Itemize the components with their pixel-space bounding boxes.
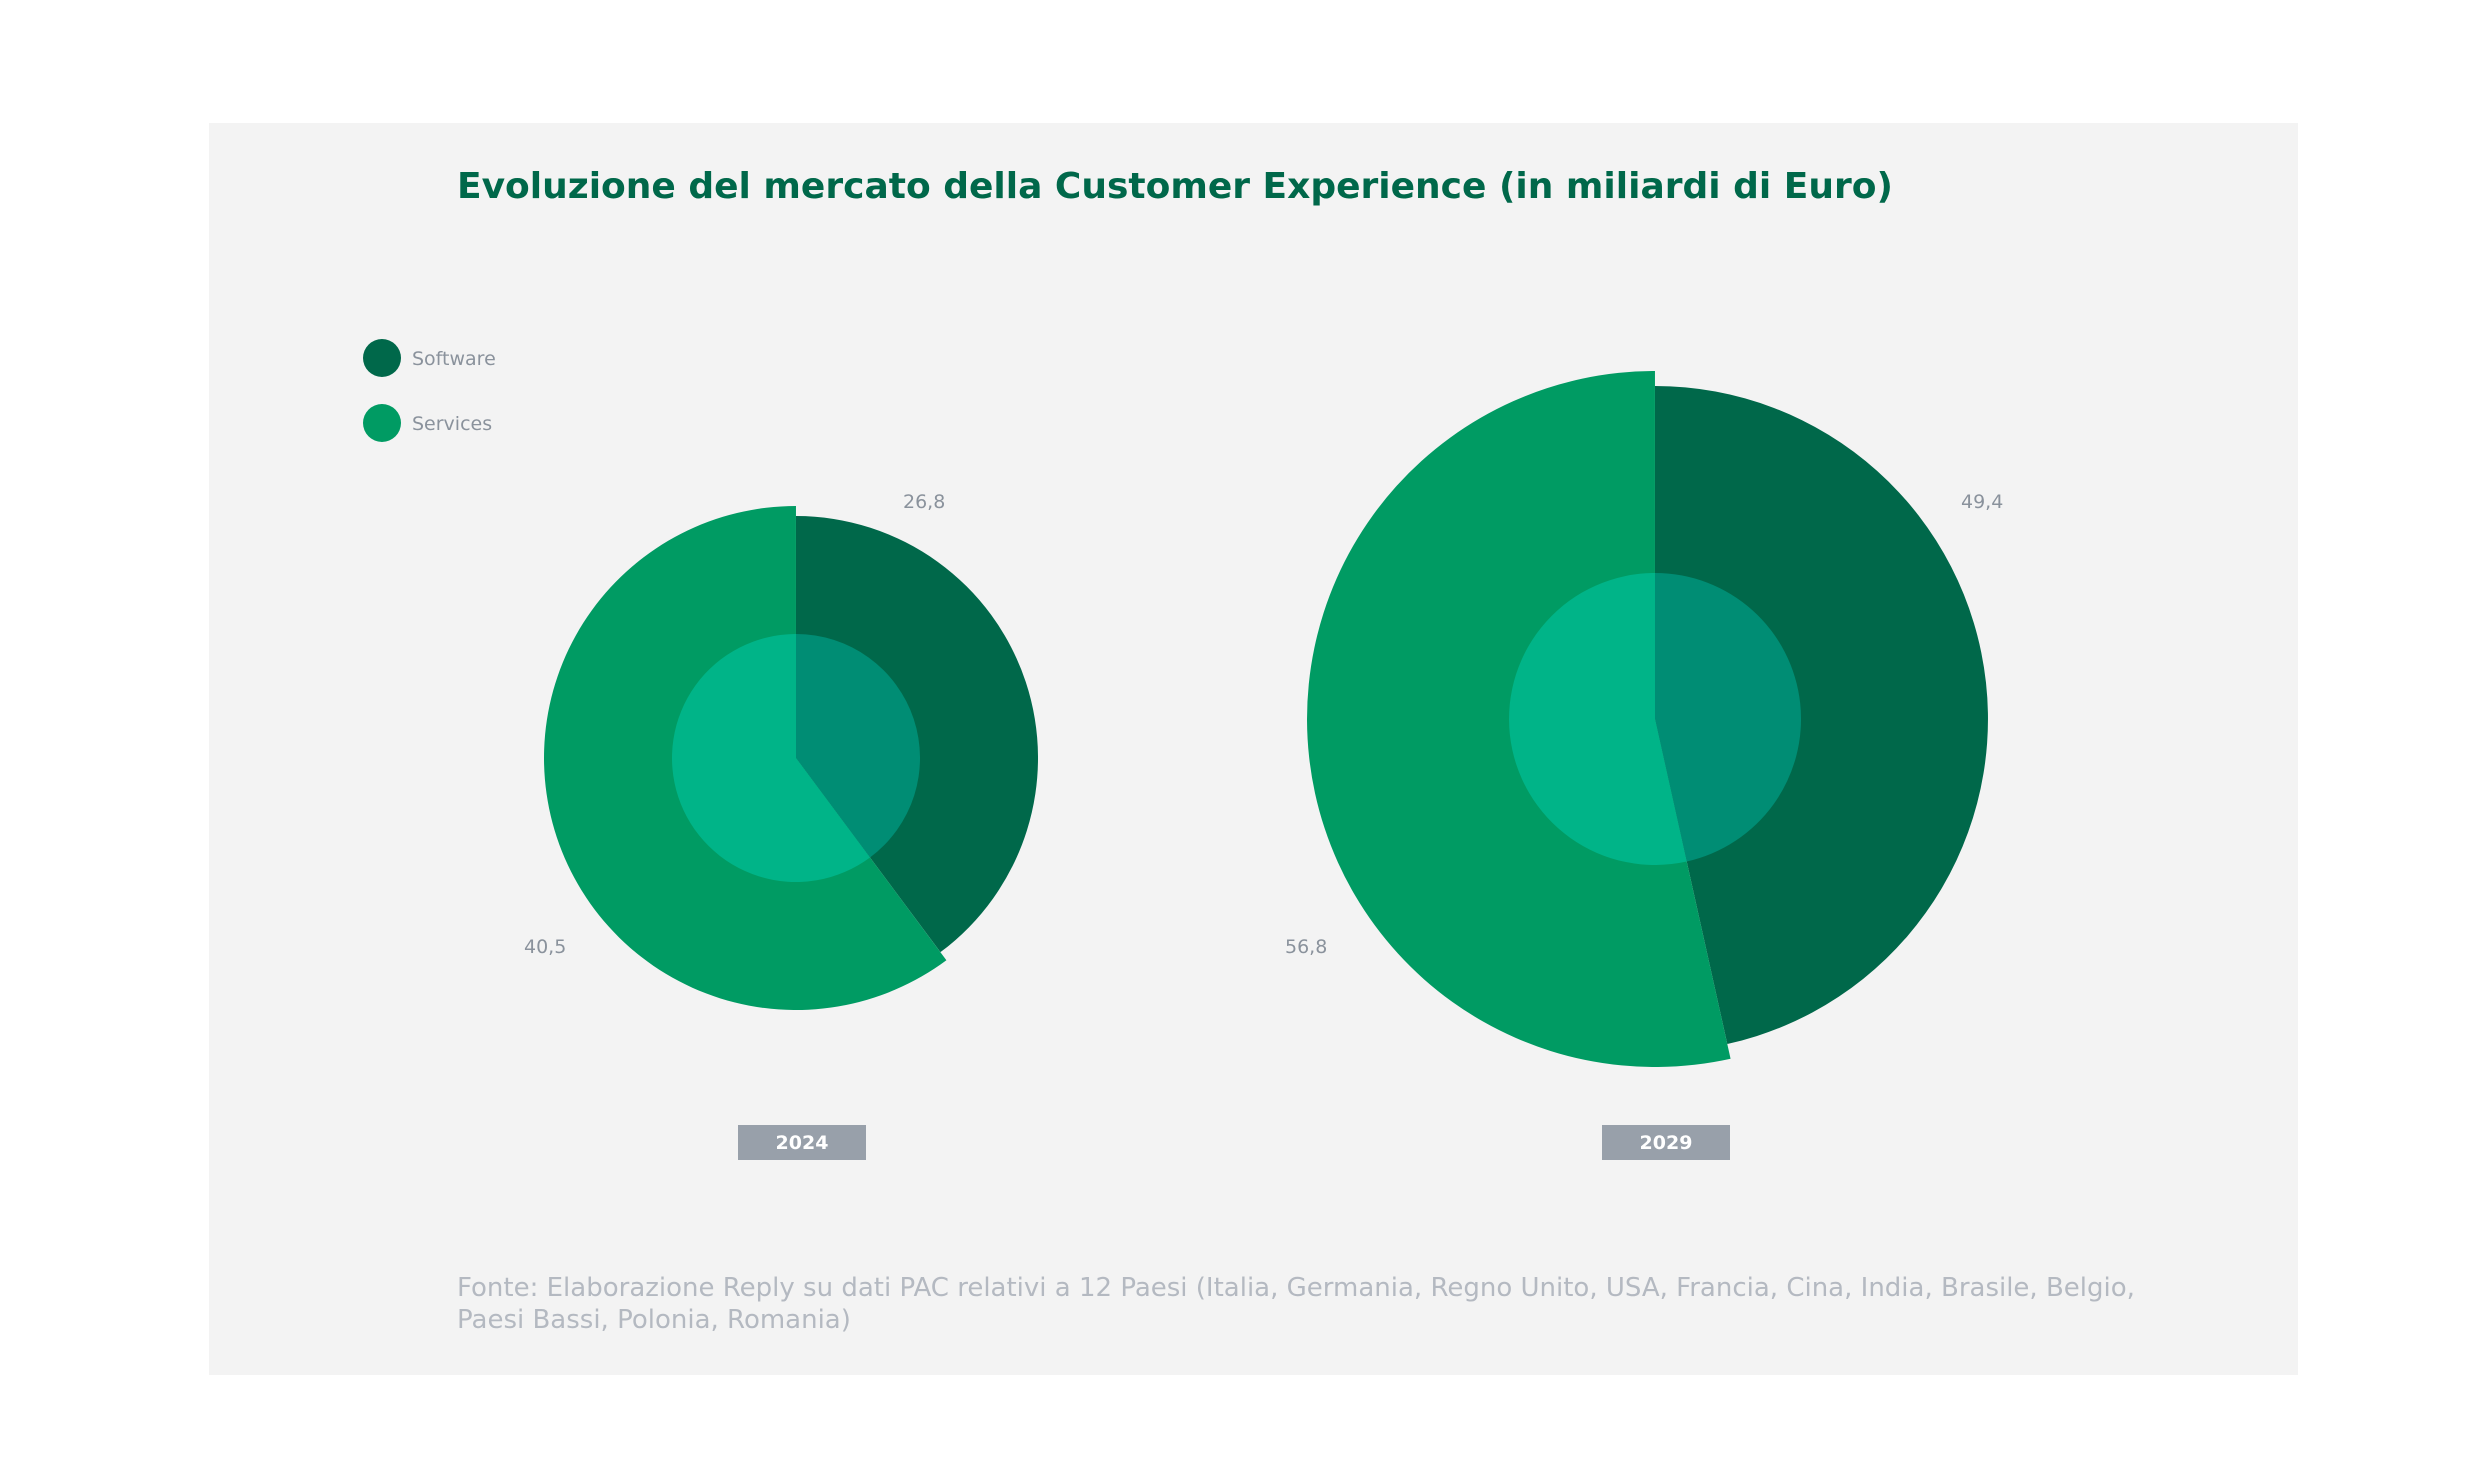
legend-swatch-software — [363, 339, 401, 377]
year-badge-bg-2024 — [738, 1125, 866, 1160]
pie-inner-software-2024 — [796, 634, 921, 858]
legend-swatch-services — [363, 404, 401, 442]
pie-inner-services-2029 — [1509, 573, 1687, 865]
legend-item-software: Software — [363, 339, 496, 377]
year-label-2029: 2029 — [1640, 1132, 1693, 1154]
legend-item-services: Services — [363, 404, 492, 442]
pie-chart-2029 — [1307, 371, 1988, 1067]
value-label-services-2024: 40,5 — [524, 936, 566, 958]
year-label-2024: 2024 — [776, 1132, 829, 1154]
year-badge-bg-2029 — [1602, 1125, 1730, 1160]
year-badge-2029: 2029 — [1602, 1125, 1730, 1160]
legend-label-software: Software — [412, 348, 496, 370]
legend-label-services: Services — [412, 413, 492, 435]
legend: Software Services — [363, 339, 496, 442]
pie-slice-software-2029 — [1655, 386, 1988, 1045]
value-label-services-2029: 56,8 — [1285, 936, 1327, 958]
value-label-software-2029: 49,4 — [1961, 491, 2003, 513]
value-labels: 26,8 40,5 49,4 56,8 — [524, 491, 2003, 958]
pie-inner-services-2024 — [672, 634, 870, 882]
value-label-software-2024: 26,8 — [903, 491, 945, 513]
source-note: Fonte: Elaborazione Reply su dati PAC re… — [457, 1273, 2135, 1335]
year-badge-2024: 2024 — [738, 1125, 866, 1160]
chart-title: Evoluzione del mercato della Customer Ex… — [457, 166, 1893, 207]
pie-inner-software-2029 — [1655, 573, 1802, 862]
pie-chart-2024 — [544, 506, 1039, 1010]
